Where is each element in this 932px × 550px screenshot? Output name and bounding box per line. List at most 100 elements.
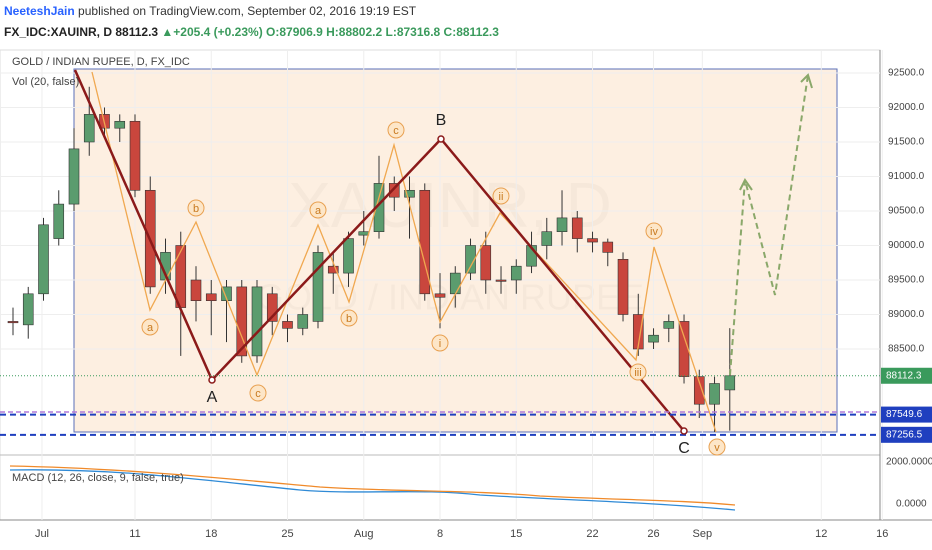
chart-title: GOLD / INDIAN RUPEE, D, FX_IDC (12, 56, 190, 68)
major-wave-label: C (678, 440, 690, 457)
candle-body (68, 148, 80, 205)
wave-point (437, 135, 445, 143)
candle-body (449, 272, 461, 295)
candle-body (358, 231, 370, 236)
open: O:87906.9 (266, 25, 323, 39)
candle-body (663, 321, 675, 329)
candle-body (266, 293, 278, 322)
macd-title: MACD (12, 26, close, 9, false, true) (12, 472, 184, 484)
price-badge (881, 367, 932, 384)
candle-body (693, 376, 705, 405)
major-wave-label: A (207, 389, 218, 406)
x-tick-label: 12 (815, 528, 827, 540)
x-tick-label: Aug (354, 528, 374, 540)
candle-body (709, 383, 720, 405)
candle-body (587, 238, 598, 243)
candle-body (83, 114, 95, 143)
minor-wave-label: iv (650, 226, 658, 238)
candle-body (312, 252, 324, 322)
x-tick-label: 16 (876, 528, 888, 540)
minor-wave-label: a (315, 205, 322, 217)
candle-body (373, 183, 385, 232)
candle-body (53, 203, 65, 239)
price-badge-label: 87256.5 (886, 429, 923, 440)
x-tick-label: 22 (586, 528, 598, 540)
minor-wave-circle (387, 121, 405, 139)
range-box (73, 68, 838, 433)
macd-tick: 0.0000 (896, 499, 927, 510)
y-tick-label: 90000.0 (888, 240, 925, 251)
author[interactable]: NeeteshJain (4, 4, 75, 18)
candle-body (678, 321, 690, 377)
candle-body (648, 334, 659, 343)
candle-body (571, 217, 583, 239)
minor-wave-label: b (193, 203, 199, 215)
minor-wave-label: iii (634, 367, 641, 379)
candle-body (602, 241, 614, 253)
x-tick-label: 11 (129, 528, 140, 540)
price-badge-label: 88112.3 (886, 370, 922, 381)
minor-wave-label: v (714, 442, 720, 454)
candle-body (327, 265, 339, 274)
minor-wave-circle (309, 201, 327, 219)
y-tick-label: 89500.0 (888, 275, 925, 286)
candle-body (282, 321, 293, 329)
candle-body (724, 375, 736, 391)
minor-wave-circle (431, 334, 449, 352)
change: ▲+205.4 (+0.23%) (161, 25, 263, 39)
minor-wave-circle (492, 187, 510, 205)
y-tick-label: 91000.0 (888, 171, 925, 182)
minor-wave-label: b (346, 313, 352, 325)
published: published on TradingView.com, September … (78, 4, 417, 18)
x-tick-label: 25 (281, 528, 293, 540)
x-tick-label: 15 (510, 528, 522, 540)
wave-point (680, 427, 688, 435)
y-tick-label: 92500.0 (888, 68, 925, 79)
candle-body (434, 293, 446, 298)
minor-wave-path (91, 71, 717, 433)
candle-body (556, 217, 568, 232)
candle-body (480, 245, 492, 281)
minor-wave-circle (708, 438, 726, 456)
candle-body (22, 293, 34, 326)
x-tick-label: Jul (35, 528, 49, 540)
candle-body (465, 245, 476, 274)
price-badge-label: 87549.6 (886, 409, 923, 420)
y-tick-label: 88500.0 (888, 344, 925, 355)
publish-line: NeeteshJain published on TradingView.com… (4, 4, 416, 18)
minor-wave-label: a (147, 322, 154, 334)
wave-point (208, 376, 216, 384)
y-tick-label: 90500.0 (888, 206, 925, 217)
x-tick-label: 18 (205, 528, 217, 540)
candle-body (388, 183, 400, 198)
minor-wave-circle (340, 309, 358, 327)
minor-wave-circle (141, 318, 159, 336)
symbol: FX_IDC:XAUINR, D (4, 25, 113, 39)
grid (0, 50, 883, 520)
indicator: Vol (20, false) (12, 76, 79, 88)
candle-body (236, 286, 248, 357)
y-tick-label: 91500.0 (888, 137, 925, 148)
close: C:88112.3 (443, 25, 499, 39)
x-tick-label: Sep (693, 528, 713, 540)
candle-body (404, 189, 415, 198)
high: H:88802.2 (326, 25, 383, 39)
candle-body (510, 265, 522, 281)
projection-path (729, 74, 809, 376)
candle-body (617, 258, 629, 315)
minor-wave-label: c (255, 388, 261, 400)
candle-body (129, 120, 141, 191)
minor-wave-circle (187, 199, 205, 217)
low: L:87316.8 (385, 25, 441, 39)
candle-body (495, 279, 507, 282)
minor-wave-circle (249, 384, 267, 402)
x-tick-label: 26 (647, 528, 659, 540)
candle-body (7, 321, 19, 324)
minor-wave-label: i (439, 338, 441, 350)
candle-body (343, 238, 354, 274)
minor-wave-label: c (393, 125, 399, 137)
candle-body (526, 245, 537, 267)
